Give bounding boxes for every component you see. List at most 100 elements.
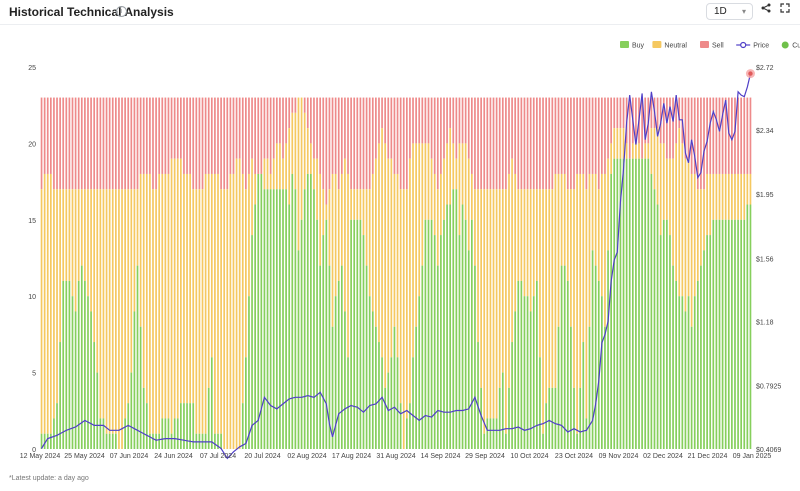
- legend-swatch: [620, 41, 629, 48]
- neutral-bar: [149, 173, 151, 434]
- neutral-bar: [619, 128, 622, 159]
- buy-bar: [263, 189, 266, 450]
- sell-bar: [102, 97, 105, 190]
- buy-bar: [585, 418, 588, 449]
- left-axis-tick-label: 15: [28, 218, 36, 225]
- x-axis-tick-label: 02 Aug 2024: [287, 453, 326, 460]
- neutral-bar: [371, 173, 374, 312]
- expand-icon[interactable]: [777, 3, 793, 19]
- sell-bar: [601, 97, 603, 174]
- buy-bar: [158, 433, 161, 449]
- sell-bar: [548, 97, 551, 190]
- sell-bar: [505, 97, 507, 190]
- neutral-bar: [387, 158, 390, 373]
- neutral-bar: [712, 173, 715, 220]
- neutral-bar: [477, 189, 479, 343]
- buy-bar: [721, 219, 724, 449]
- sell-bar: [703, 97, 705, 190]
- buy-bar: [59, 342, 61, 449]
- sell-bar: [669, 97, 671, 159]
- sell-bar: [718, 97, 721, 174]
- buy-bar: [133, 311, 136, 449]
- neutral-bar: [68, 189, 71, 281]
- sell-bar: [675, 97, 678, 144]
- left-axis-tick-label: 0: [32, 447, 36, 454]
- buy-bar: [678, 296, 681, 449]
- buy-bar: [207, 387, 210, 449]
- neutral-bar: [427, 143, 430, 220]
- neutral-bar: [139, 173, 142, 327]
- x-axis-tick-label: 31 Aug 2024: [376, 453, 415, 460]
- neutral-bar: [272, 158, 275, 190]
- legend-label: Sell: [712, 43, 724, 50]
- share-icon[interactable]: [758, 3, 774, 19]
- neutral-bar: [418, 143, 421, 297]
- neutral-bar: [62, 189, 65, 281]
- sell-bar: [53, 97, 55, 190]
- sell-bar: [241, 97, 244, 174]
- sell-bar: [238, 97, 241, 159]
- buy-bar: [501, 372, 504, 449]
- neutral-bar: [297, 97, 300, 251]
- buy-bar: [607, 250, 609, 449]
- buy-bar: [291, 173, 294, 449]
- buy-bar: [90, 311, 92, 449]
- neutral-bar: [443, 158, 445, 220]
- buy-bar: [570, 326, 572, 449]
- neutral-bar: [505, 189, 507, 434]
- timeframe-select[interactable]: 1D ▾: [706, 3, 753, 20]
- buy-bar: [310, 173, 312, 449]
- neutral-bar: [356, 189, 359, 220]
- neutral-bar: [666, 158, 668, 220]
- neutral-bar: [393, 173, 396, 327]
- neutral-bar: [415, 143, 417, 327]
- neutral-bar: [161, 173, 164, 419]
- neutral-bar: [238, 158, 241, 449]
- neutral-bar: [198, 189, 201, 434]
- x-axis-tick-label: 02 Dec 2024: [643, 453, 683, 460]
- sell-bar: [155, 97, 157, 190]
- sell-bar: [737, 97, 739, 174]
- sell-bar: [334, 97, 337, 174]
- legend-swatch: [652, 41, 662, 48]
- neutral-bar: [424, 143, 427, 220]
- x-axis-tick-label: 21 Dec 2024: [688, 453, 728, 460]
- sell-bar: [539, 97, 541, 190]
- sell-bar: [399, 97, 402, 190]
- current-price-marker: [748, 71, 753, 76]
- buy-bar: [130, 372, 133, 449]
- sell-bar: [622, 97, 625, 129]
- sell-bar: [207, 97, 210, 174]
- buy-bar: [573, 387, 575, 449]
- sell-bar: [678, 97, 681, 129]
- info-icon[interactable]: i: [116, 6, 127, 17]
- buy-bar: [189, 403, 191, 449]
- sell-bar: [368, 97, 371, 190]
- neutral-bar: [337, 189, 340, 281]
- buy-bar: [396, 357, 399, 449]
- buy-bar: [498, 387, 501, 449]
- neutral-bar: [532, 189, 535, 297]
- neutral-bar: [470, 173, 473, 220]
- neutral-bar: [607, 158, 609, 251]
- x-axis-tick-label: 14 Sep 2024: [421, 453, 461, 460]
- buy-bar: [700, 265, 702, 449]
- buy-bar: [579, 387, 582, 449]
- neutral-bar: [526, 189, 529, 297]
- neutral-bar: [59, 189, 61, 343]
- neutral-bar: [721, 173, 724, 220]
- buy-bar: [424, 219, 427, 449]
- sell-bar: [449, 97, 452, 129]
- x-axis-tick-label: 07 Jul 2024: [200, 453, 236, 460]
- sell-bar: [656, 97, 659, 129]
- buy-bar: [217, 433, 219, 449]
- buy-bar: [161, 418, 164, 449]
- sell-bar: [124, 97, 126, 190]
- buy-bar: [378, 342, 380, 449]
- neutral-bar: [430, 158, 433, 220]
- sell-bar: [136, 97, 139, 190]
- sell-bar: [114, 97, 117, 190]
- sell-bar: [275, 97, 278, 144]
- neutral-bar: [681, 143, 684, 297]
- sell-bar: [77, 97, 80, 190]
